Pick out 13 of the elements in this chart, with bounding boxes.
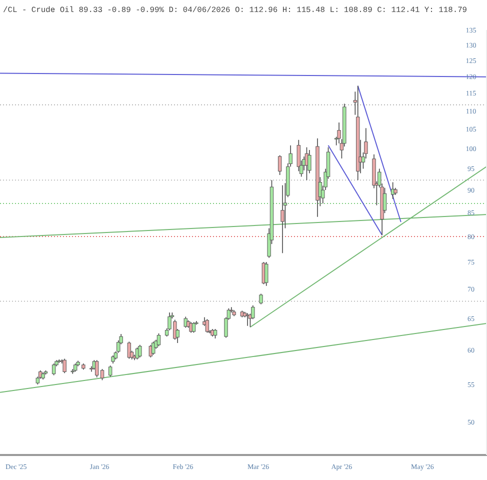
candlestick [156, 332, 161, 347]
candlestick [184, 316, 188, 328]
candlestick [246, 312, 250, 326]
candlestick [264, 262, 268, 286]
candlestick [259, 293, 263, 305]
candlestick [127, 341, 131, 360]
candlestick [62, 358, 66, 374]
candlestick [52, 363, 56, 376]
candlestick [278, 154, 282, 176]
candlestick [148, 344, 153, 358]
candlestick [280, 184, 284, 254]
candlestick [108, 365, 112, 378]
candlestick [138, 344, 142, 358]
